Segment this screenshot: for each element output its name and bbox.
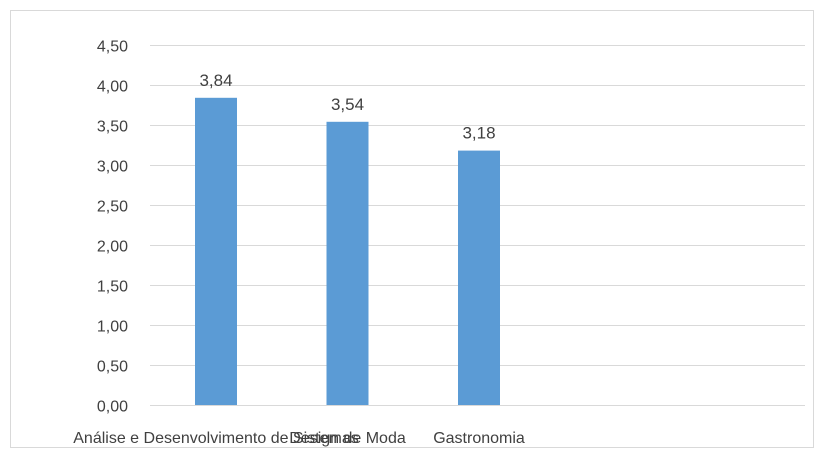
data-label: 3,54 <box>331 95 364 114</box>
bar <box>458 150 500 405</box>
x-category-label: Análise e Desenvolvimento de Sistemas <box>73 430 358 447</box>
x-category-label: Design de Moda <box>289 430 406 447</box>
y-tick-label: 0,50 <box>97 359 128 376</box>
data-label: 3,18 <box>462 124 495 143</box>
y-axis-ticks: 0,00 0,50 1,00 1,50 2,00 2,50 3,00 3,50 4,00 4,50 <box>97 39 128 416</box>
gridlines <box>150 45 805 406</box>
y-tick-label: 0,00 <box>97 399 128 416</box>
x-axis-categories: Análise e Desenvolvimento de SistemasDes… <box>73 430 525 447</box>
x-category-label: Gastronomia <box>433 430 525 447</box>
bar <box>326 121 369 406</box>
chart-frame <box>10 10 814 448</box>
bars <box>195 97 500 406</box>
data-labels: 3,84 3,54 3,18 <box>199 71 495 143</box>
bar <box>195 97 237 406</box>
y-tick-label: 3,50 <box>97 119 128 136</box>
data-label: 3,84 <box>199 71 232 90</box>
y-tick-label: 1,00 <box>97 319 128 336</box>
y-tick-label: 2,50 <box>97 199 128 216</box>
y-tick-label: 2,00 <box>97 239 128 256</box>
y-tick-label: 4,00 <box>97 79 128 96</box>
y-tick-label: 1,50 <box>97 279 128 296</box>
y-tick-label: 4,50 <box>97 39 128 56</box>
y-tick-label: 3,00 <box>97 159 128 176</box>
